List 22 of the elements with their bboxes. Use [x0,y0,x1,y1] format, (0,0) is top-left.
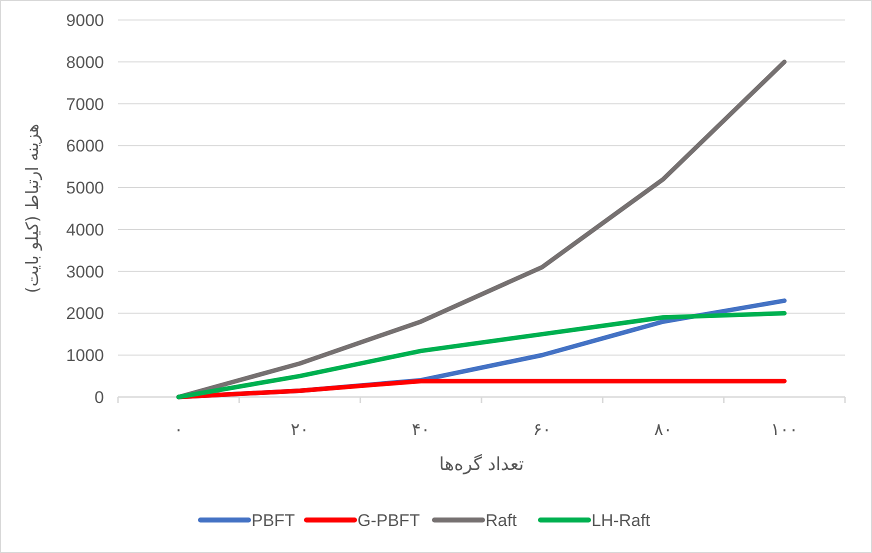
y-tick-label: 4000 [66,220,104,240]
y-tick-label: 1000 [66,346,104,366]
legend-label: PBFT [252,511,295,530]
y-tick-label: 6000 [66,136,104,156]
y-tick-label: 5000 [66,178,104,198]
x-tick-label: ۶۰ [532,420,552,440]
x-tick-label: ۱۰۰ [770,420,798,440]
y-tick-label: 3000 [66,262,104,282]
y-tick-label: 2000 [66,304,104,324]
y-tick-label: 9000 [66,11,104,30]
x-tick-label: ۸۰ [654,420,672,440]
x-axis-title: تعداد گره‌ها [439,453,524,475]
legend-label: Raft [486,511,517,530]
y-tick-label: 8000 [66,52,104,72]
x-tick-label: ۲۰ [290,420,309,440]
x-tick-label: ۴۰ [412,420,430,440]
x-tick-label: ۰ [174,420,184,440]
y-axis-title: هزینه ارتباط (کیلو بایت) [23,124,43,294]
y-tick-label: 0 [94,388,104,407]
legend-label: LH-Raft [592,511,650,530]
legend-label: G-PBFT [358,511,420,530]
y-tick-label: 7000 [66,94,104,114]
